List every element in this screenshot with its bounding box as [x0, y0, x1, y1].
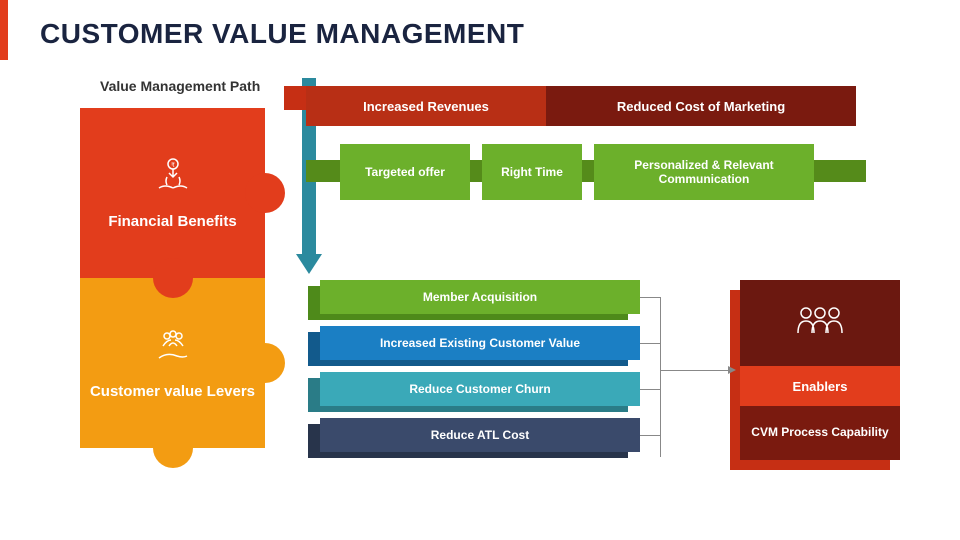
puzzle-container: ₹ Financial Benefits Customer value Leve…: [80, 108, 265, 448]
tactics-row: Targeted offer Right Time Personalized &…: [340, 144, 814, 200]
outcomes-row: Increased Revenues Reduced Cost of Marke…: [306, 86, 856, 126]
tactic-communication: Personalized & Relevant Communication: [594, 144, 814, 200]
connector: [640, 297, 660, 298]
puzzle-knob: [245, 343, 285, 383]
accent-bar: [0, 0, 8, 60]
connector: [640, 435, 660, 436]
subtitle: Value Management Path: [100, 78, 260, 94]
connector-arrow: [728, 366, 736, 374]
outcome-cost: Reduced Cost of Marketing: [546, 86, 856, 126]
lever-acquisition: Member Acquisition: [320, 280, 640, 314]
growth-hands-icon: ₹: [149, 154, 197, 202]
levers-column: Member Acquisition Increased Existing Cu…: [320, 280, 640, 464]
enablers-label: Enablers: [740, 366, 900, 406]
connector: [640, 343, 660, 344]
svg-text:₹: ₹: [171, 162, 175, 169]
puzzle-knob: [153, 428, 193, 468]
lever-atl: Reduce ATL Cost: [320, 418, 640, 452]
enablers-icon-area: [740, 280, 900, 366]
connector: [660, 297, 661, 457]
tactic-right-time: Right Time: [482, 144, 582, 200]
lever-existing-value: Increased Existing Customer Value: [320, 326, 640, 360]
puzzle-bottom-label: Customer value Levers: [90, 382, 255, 402]
people-hand-icon: [149, 324, 197, 372]
connector: [640, 389, 660, 390]
puzzle-knob: [245, 173, 285, 213]
people-group-icon: [792, 303, 848, 343]
tactic-targeted: Targeted offer: [340, 144, 470, 200]
puzzle-knob: [153, 258, 193, 298]
puzzle-customer-levers: Customer value Levers: [80, 278, 265, 448]
page-title: CUSTOMER VALUE MANAGEMENT: [0, 0, 960, 50]
lever-churn: Reduce Customer Churn: [320, 372, 640, 406]
enablers-capability: CVM Process Capability: [740, 406, 900, 460]
outcome-revenues: Increased Revenues: [306, 86, 546, 126]
enablers-box: Enablers CVM Process Capability: [740, 280, 900, 460]
connector: [660, 370, 730, 371]
puzzle-top-label: Financial Benefits: [108, 212, 236, 232]
puzzle-financial-benefits: ₹ Financial Benefits: [80, 108, 265, 278]
